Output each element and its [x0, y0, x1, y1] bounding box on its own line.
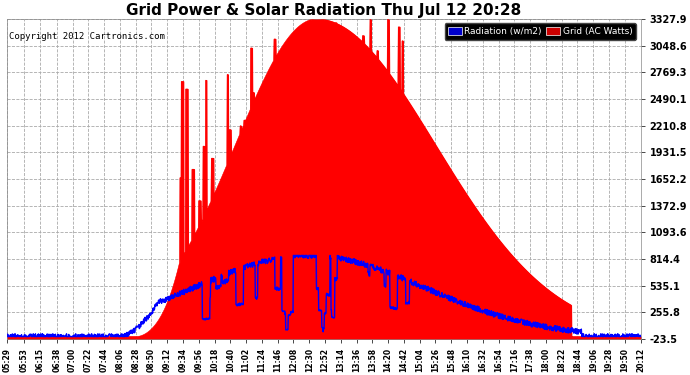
- Title: Grid Power & Solar Radiation Thu Jul 12 20:28: Grid Power & Solar Radiation Thu Jul 12 …: [126, 3, 522, 18]
- Legend: Radiation (w/m2), Grid (AC Watts): Radiation (w/m2), Grid (AC Watts): [444, 24, 636, 40]
- Text: Copyright 2012 Cartronics.com: Copyright 2012 Cartronics.com: [9, 32, 165, 40]
